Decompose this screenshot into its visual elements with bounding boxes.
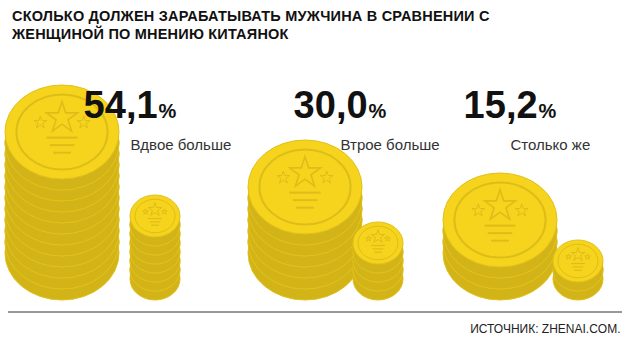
svg-text:Столько же: Столько же <box>511 136 591 153</box>
svg-text:Вдвое больше: Вдвое больше <box>131 136 232 153</box>
svg-text:54,1%: 54,1% <box>84 84 177 126</box>
svg-text:15,2%: 15,2% <box>464 84 557 126</box>
svg-text:30,0%: 30,0% <box>294 84 387 126</box>
svg-text:Втрое больше: Втрое больше <box>341 136 440 153</box>
html-text:СКОЛЬКО ДОЛЖЕН ЗАРАБАТЫВАТЬ МУ: СКОЛЬКО ДОЛЖЕН ЗАРАБАТЫВАТЬ МУЖЧИНА В СР… <box>12 8 490 42</box>
svg-text:ИСТОЧНИК: ZHENAI.COM.: ИСТОЧНИК: ZHENAI.COM. <box>470 322 620 336</box>
